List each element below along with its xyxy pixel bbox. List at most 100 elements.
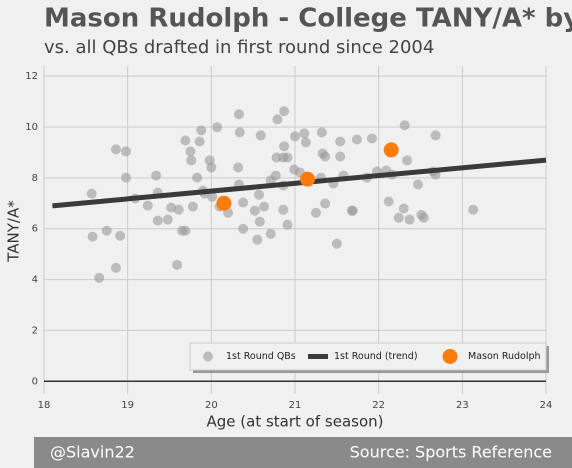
point: [335, 136, 346, 147]
point: [272, 114, 283, 125]
point: [206, 162, 217, 173]
point: [278, 204, 289, 215]
point: [300, 171, 316, 187]
point: [412, 179, 423, 190]
point: [120, 172, 131, 183]
point: [115, 230, 126, 241]
y-tick-label: 8: [32, 173, 38, 184]
point: [316, 127, 327, 138]
y-tick-label: 12: [25, 71, 38, 82]
point: [238, 223, 249, 234]
footer-bar: [34, 437, 572, 468]
point: [383, 142, 399, 158]
point: [402, 155, 413, 166]
point: [187, 201, 198, 212]
x-tick-label: 19: [121, 400, 134, 411]
marks: [52, 106, 547, 283]
footer-credit: @Slavin22: [50, 443, 135, 462]
point: [172, 259, 183, 270]
point: [351, 134, 362, 145]
footer-source: Source: Sports Reference: [350, 443, 552, 462]
y-tick-label: 6: [32, 224, 38, 235]
point: [399, 120, 410, 131]
legend: 1st Round QBs 1st Round (trend) Mason Rudo…: [189, 342, 549, 373]
legend-label: 1st Round (trend): [334, 351, 418, 362]
point: [238, 197, 249, 208]
y-tick-label: 10: [25, 122, 38, 133]
point: [212, 122, 223, 133]
point: [279, 106, 290, 117]
point: [254, 189, 265, 200]
x-axis-label: Age (at start of season): [207, 413, 384, 431]
point: [320, 151, 331, 162]
point: [255, 130, 266, 141]
point: [233, 162, 244, 173]
point: [335, 151, 346, 162]
point: [166, 202, 177, 213]
point: [290, 131, 300, 142]
point: [398, 203, 409, 214]
point: [207, 191, 218, 202]
point: [254, 216, 265, 227]
point: [152, 215, 163, 226]
point: [185, 146, 196, 157]
point: [418, 212, 429, 223]
point: [366, 133, 377, 144]
y-tick-label: 2: [32, 325, 38, 336]
point: [151, 170, 162, 181]
legend-label: Mason Rudolph: [468, 351, 541, 362]
point: [279, 141, 290, 152]
point: [300, 137, 311, 148]
point: [393, 212, 404, 223]
point: [180, 135, 191, 146]
trend-line: [52, 157, 547, 209]
chart-subtitle: vs. all QBs drafted in first round since…: [44, 37, 434, 58]
point: [186, 155, 197, 166]
x-tick-label: 21: [289, 400, 302, 411]
y-axis-label: TANY/A*: [5, 200, 23, 263]
point: [270, 170, 281, 181]
point: [180, 225, 191, 236]
legend-swatch: [203, 351, 213, 362]
point: [162, 214, 173, 225]
point: [252, 234, 263, 245]
point: [249, 205, 260, 216]
point: [347, 205, 358, 216]
point: [87, 231, 98, 242]
point: [110, 144, 121, 155]
point: [383, 196, 394, 207]
x-tick-label: 23: [456, 400, 469, 411]
point: [404, 214, 415, 225]
point: [120, 146, 131, 157]
point: [94, 272, 105, 283]
point: [192, 172, 203, 183]
point: [468, 204, 479, 215]
x-tick-label: 24: [540, 400, 553, 411]
point: [234, 127, 245, 138]
point: [110, 262, 121, 273]
point: [430, 130, 441, 141]
point: [233, 109, 244, 120]
point: [282, 219, 293, 230]
point: [173, 204, 184, 215]
point: [282, 152, 293, 163]
point: [196, 125, 207, 136]
x-tick-label: 18: [38, 400, 51, 411]
y-tick-label: 0: [32, 376, 38, 387]
point: [142, 200, 153, 211]
x-tick-label: 22: [372, 400, 385, 411]
point: [265, 228, 276, 239]
legend-swatch: [442, 349, 458, 364]
x-tick-label: 20: [205, 400, 218, 411]
point: [101, 225, 112, 236]
y-tick-label: 4: [32, 275, 38, 286]
point: [194, 136, 205, 147]
point: [259, 201, 270, 212]
legend-label: 1st Round QBs: [226, 351, 296, 362]
legend-box: [189, 342, 547, 371]
point: [310, 207, 321, 218]
